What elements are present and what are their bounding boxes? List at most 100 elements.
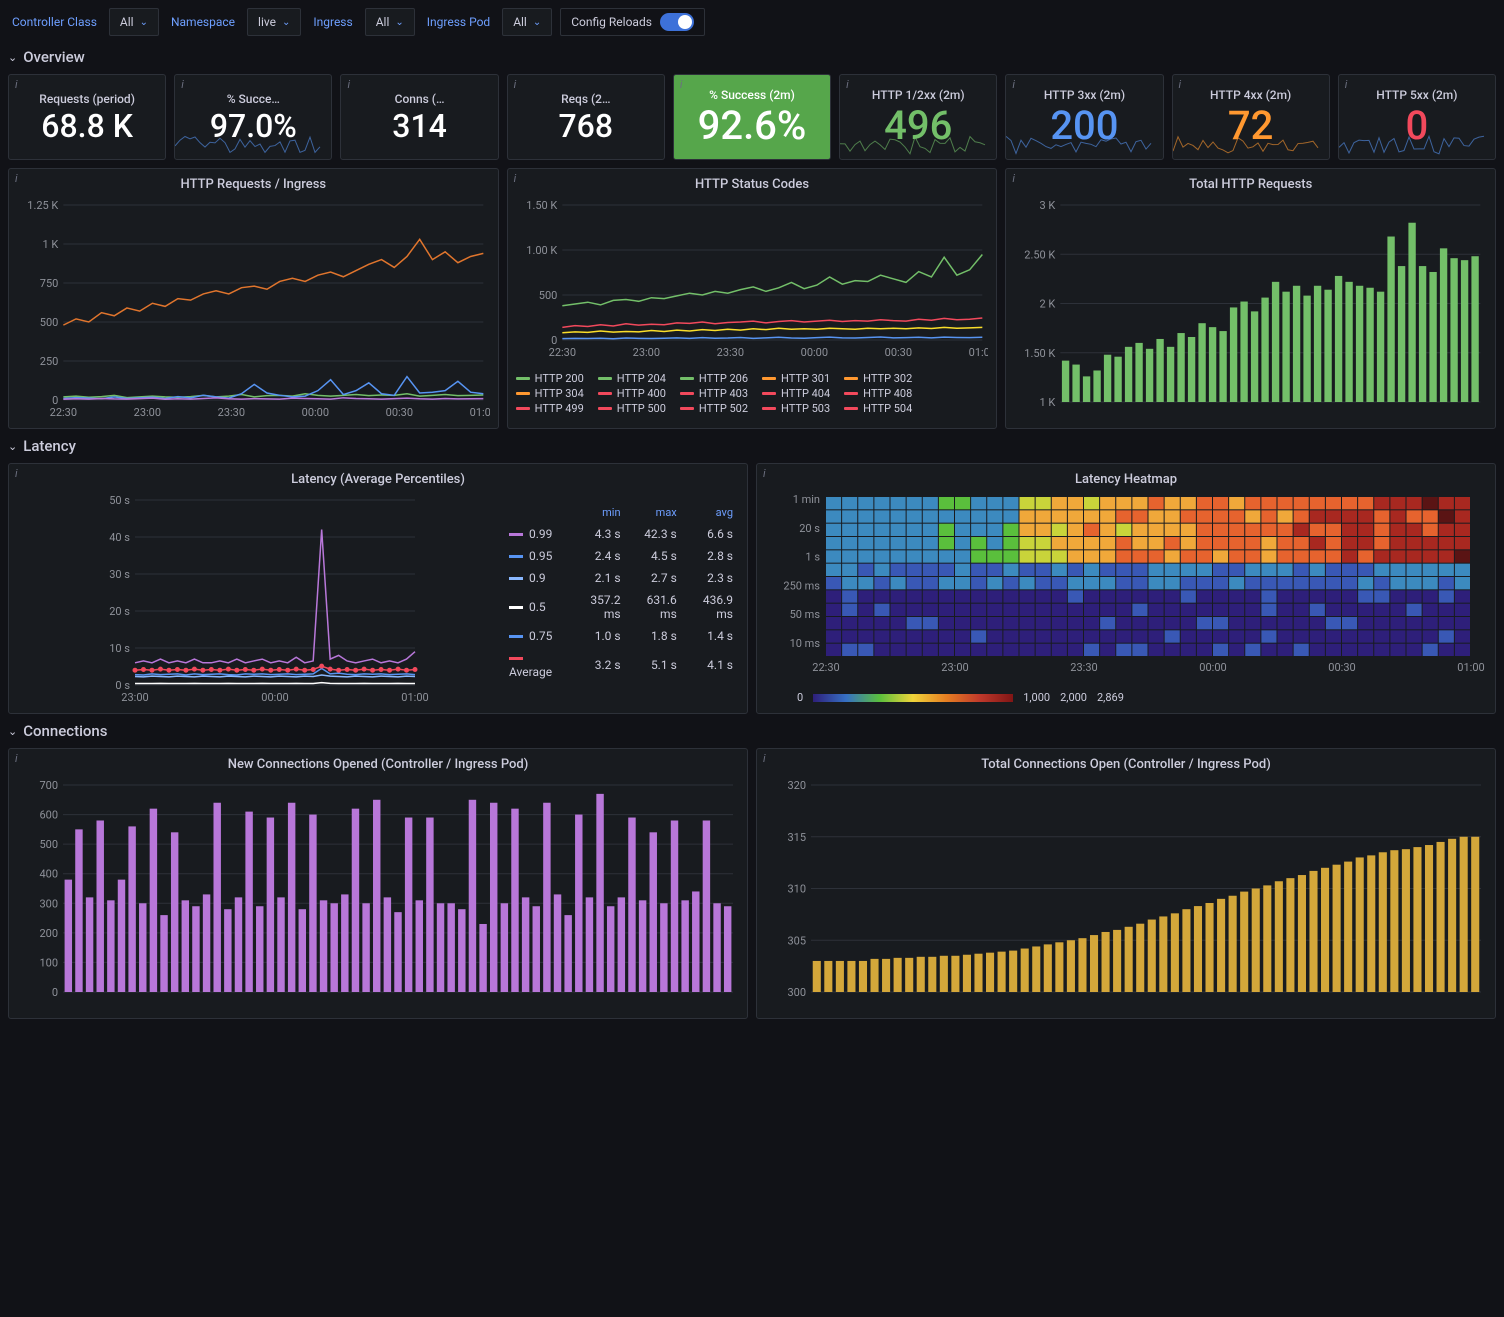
legend-item[interactable]: HTTP 504: [844, 402, 912, 415]
filter-label-namespace: Namespace: [167, 9, 239, 35]
info-icon[interactable]: i: [763, 467, 766, 480]
stat-conns[interactable]: iConns (…314: [340, 74, 498, 160]
chevron-down-icon: ⌄: [8, 725, 17, 738]
panel-new-connections[interactable]: i New Connections Opened (Controller / I…: [8, 748, 748, 1019]
svg-text:23:30: 23:30: [1070, 661, 1097, 674]
svg-text:315: 315: [787, 831, 806, 844]
info-icon[interactable]: i: [514, 172, 517, 185]
filter-label-controller-class: Controller Class: [8, 9, 101, 35]
svg-text:500: 500: [39, 838, 58, 851]
info-icon[interactable]: i: [15, 172, 18, 185]
svg-text:100: 100: [39, 956, 58, 969]
stat-requests-period[interactable]: iRequests (period)68.8 K: [8, 74, 166, 160]
stat-http-12xx[interactable]: iHTTP 1/2xx (2m)496: [839, 74, 997, 160]
info-icon[interactable]: i: [1012, 172, 1015, 185]
chevron-down-icon: ⌄: [395, 17, 403, 28]
scale-gradient: [813, 694, 1013, 702]
svg-text:23:00: 23:00: [632, 346, 659, 359]
stat-http-4xx[interactable]: iHTTP 4xx (2m)72: [1172, 74, 1330, 160]
svg-text:22:30: 22:30: [812, 661, 839, 674]
svg-text:300: 300: [39, 897, 58, 910]
line-chart: 05001.00 K1.50 K22:3023:0023:3000:0000:3…: [516, 200, 989, 360]
chevron-down-icon: ⌄: [140, 17, 148, 28]
info-icon[interactable]: i: [347, 78, 350, 91]
info-icon[interactable]: i: [15, 78, 18, 91]
svg-text:305: 305: [787, 934, 806, 947]
panel-total-http-requests[interactable]: i Total HTTP Requests 1 K1.50 K2 K2.50 K…: [1005, 168, 1496, 429]
legend-item[interactable]: HTTP 302: [844, 372, 912, 385]
section-header-connections[interactable]: ⌄Connections: [8, 722, 1496, 740]
info-icon[interactable]: i: [1179, 78, 1182, 91]
stat-http-5xx[interactable]: iHTTP 5xx (2m)0: [1338, 74, 1496, 160]
info-icon[interactable]: i: [763, 752, 766, 765]
stat-value: 92.6%: [698, 106, 807, 146]
panel-latency-heatmap[interactable]: i Latency Heatmap 1 min20 s1 s250 ms50 m…: [756, 463, 1496, 714]
chart-title: Total Connections Open (Controller / Ing…: [757, 749, 1495, 776]
info-icon[interactable]: i: [680, 78, 683, 91]
svg-text:200: 200: [39, 927, 58, 940]
info-icon[interactable]: i: [1012, 78, 1015, 91]
chart-title: Latency Heatmap: [757, 464, 1495, 491]
svg-text:1.25 K: 1.25 K: [27, 200, 58, 212]
info-icon[interactable]: i: [1345, 78, 1348, 91]
svg-text:250 ms: 250 ms: [783, 579, 820, 592]
legend-item[interactable]: HTTP 400: [598, 387, 666, 400]
panel-total-connections[interactable]: i Total Connections Open (Controller / I…: [756, 748, 1496, 1019]
legend-item[interactable]: HTTP 499: [516, 402, 584, 415]
section-header-overview[interactable]: ⌄Overview: [8, 48, 1496, 66]
legend-item[interactable]: HTTP 304: [516, 387, 584, 400]
info-icon[interactable]: i: [15, 752, 18, 765]
stat-title: % Success (2m): [680, 88, 824, 102]
stat-success-2m[interactable]: i% Success (2m) 92.6%: [673, 74, 831, 160]
legend-item[interactable]: HTTP 502: [680, 402, 748, 415]
panel-latency-percentiles[interactable]: i Latency (Average Percentiles) 0 s10 s2…: [8, 463, 748, 714]
filter-select-ingress[interactable]: All⌄: [365, 8, 415, 36]
svg-text:700: 700: [39, 780, 58, 792]
overview-charts-row: i HTTP Requests / Ingress 02505007501 K1…: [8, 168, 1496, 429]
svg-text:01:00: 01:00: [470, 406, 490, 419]
info-icon[interactable]: i: [846, 78, 849, 91]
stat-title: Conns (…: [347, 92, 491, 106]
info-icon[interactable]: i: [15, 467, 18, 480]
svg-text:310: 310: [787, 883, 806, 896]
legend-item[interactable]: HTTP 206: [680, 372, 748, 385]
stats-row: iRequests (period)68.8 Ki% Succe…97.0%iC…: [8, 74, 1496, 160]
panel-http-requests-ingress[interactable]: i HTTP Requests / Ingress 02505007501 K1…: [8, 168, 499, 429]
legend-item[interactable]: HTTP 408: [844, 387, 912, 400]
legend-item[interactable]: HTTP 301: [762, 372, 830, 385]
svg-text:10 ms: 10 ms: [790, 637, 821, 650]
stat-reqs-2m[interactable]: iReqs (2…768: [507, 74, 665, 160]
info-icon[interactable]: i: [181, 78, 184, 91]
svg-text:1 K: 1 K: [1040, 396, 1056, 409]
legend-item[interactable]: HTTP 404: [762, 387, 830, 400]
svg-text:320: 320: [787, 780, 806, 792]
svg-text:00:00: 00:00: [261, 691, 288, 704]
heatmap: 1 min20 s1 s250 ms50 ms10 ms22:3023:0023…: [765, 495, 1487, 675]
toggle-switch[interactable]: [660, 13, 694, 31]
info-icon[interactable]: i: [514, 78, 517, 91]
stat-title: HTTP 1/2xx (2m): [846, 88, 990, 102]
svg-text:20 s: 20 s: [799, 522, 820, 535]
legend-item[interactable]: HTTP 200: [516, 372, 584, 385]
config-reloads-toggle[interactable]: Config Reloads: [560, 8, 705, 36]
svg-text:30 s: 30 s: [109, 568, 130, 581]
filter-select-controller-class[interactable]: All⌄: [109, 8, 159, 36]
svg-text:2 K: 2 K: [1040, 298, 1056, 311]
section-header-latency[interactable]: ⌄Latency: [8, 437, 1496, 455]
legend-item[interactable]: HTTP 500: [598, 402, 666, 415]
legend-item[interactable]: HTTP 403: [680, 387, 748, 400]
stat-success-pct[interactable]: i% Succe…97.0%: [174, 74, 332, 160]
svg-text:1.50 K: 1.50 K: [526, 200, 557, 212]
filter-select-namespace[interactable]: live⌄: [247, 8, 301, 36]
legend-item[interactable]: HTTP 503: [762, 402, 830, 415]
stat-http-3xx[interactable]: iHTTP 3xx (2m)200: [1005, 74, 1163, 160]
svg-text:1 min: 1 min: [793, 495, 820, 506]
chevron-down-icon: ⌄: [282, 17, 290, 28]
svg-text:250: 250: [40, 355, 59, 368]
legend-item[interactable]: HTTP 204: [598, 372, 666, 385]
svg-text:23:00: 23:00: [134, 406, 161, 419]
chart-title: Latency (Average Percentiles): [9, 464, 747, 491]
panel-http-status-codes[interactable]: i HTTP Status Codes 05001.00 K1.50 K22:3…: [507, 168, 998, 429]
svg-text:1 K: 1 K: [43, 238, 59, 251]
filter-select-ingress-pod[interactable]: All⌄: [502, 8, 552, 36]
